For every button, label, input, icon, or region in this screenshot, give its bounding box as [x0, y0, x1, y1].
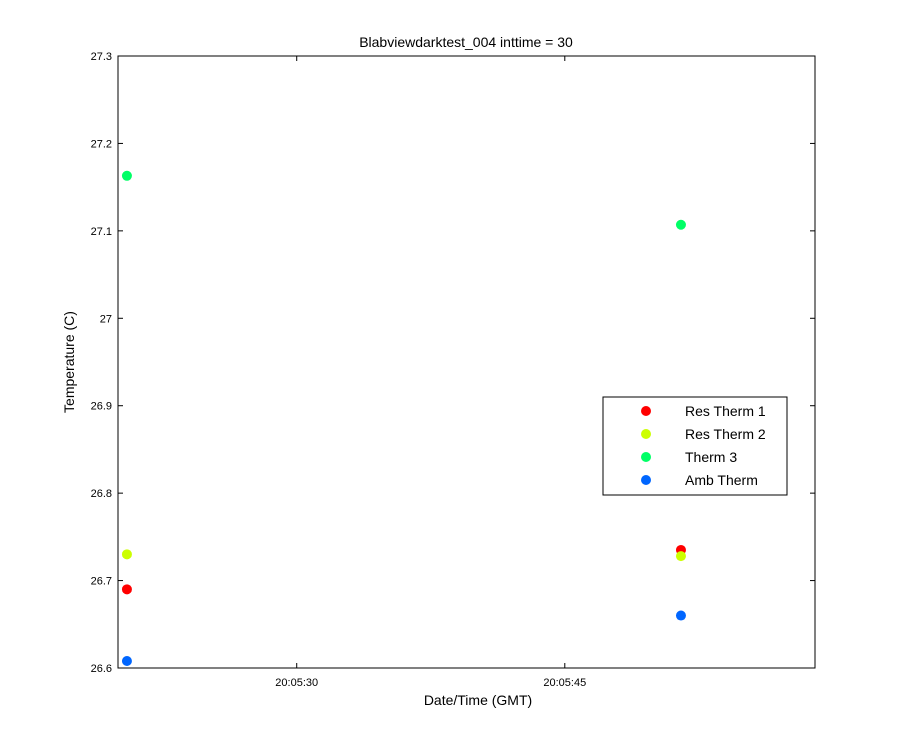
- legend-marker: [641, 406, 651, 416]
- y-tick-label: 27.1: [91, 226, 112, 238]
- data-point: [121, 170, 132, 181]
- legend-label: Res Therm 2: [685, 426, 766, 442]
- y-tick-label: 27.3: [91, 51, 112, 63]
- legend-marker: [641, 452, 651, 462]
- legend-label: Res Therm 1: [685, 403, 766, 419]
- data-point: [675, 551, 686, 562]
- y-axis-title: Temperature (C): [61, 311, 77, 413]
- legend-box: [602, 396, 788, 496]
- data-point: [675, 219, 686, 230]
- legend-label: Therm 3: [685, 449, 737, 465]
- x-tick-label: 20:05:45: [543, 677, 586, 689]
- y-tick-label: 26.6: [91, 663, 112, 675]
- legend-label: Amb Therm: [685, 472, 758, 488]
- legend: Res Therm 1 Res Therm 2 Therm 3 Amb Therm: [602, 396, 788, 496]
- data-point: [121, 584, 132, 595]
- legend-marker: [641, 475, 651, 485]
- y-tick-label: 26.8: [91, 488, 112, 500]
- x-axis: 20:05:30 20:05:45: [275, 56, 586, 689]
- y-tick-label: 26.7: [91, 576, 112, 588]
- plot-area: [117, 55, 816, 669]
- data-point: [675, 610, 686, 621]
- x-axis-title: Date/Time (GMT): [424, 692, 532, 708]
- data-point: [121, 656, 132, 667]
- y-tick-label: 27.2: [91, 138, 112, 150]
- y-tick-label: 26.9: [91, 401, 112, 413]
- chart-title: Blabviewdarktest_004 inttime = 30: [359, 34, 573, 50]
- y-axis: 26.6 26.7 26.8 26.9 27 27.1 27.2 27.3: [91, 51, 815, 675]
- legend-marker: [641, 429, 651, 439]
- data-points: [121, 170, 686, 667]
- y-tick-label: 27: [100, 313, 112, 325]
- data-point: [121, 549, 132, 560]
- x-tick-label: 20:05:30: [275, 677, 318, 689]
